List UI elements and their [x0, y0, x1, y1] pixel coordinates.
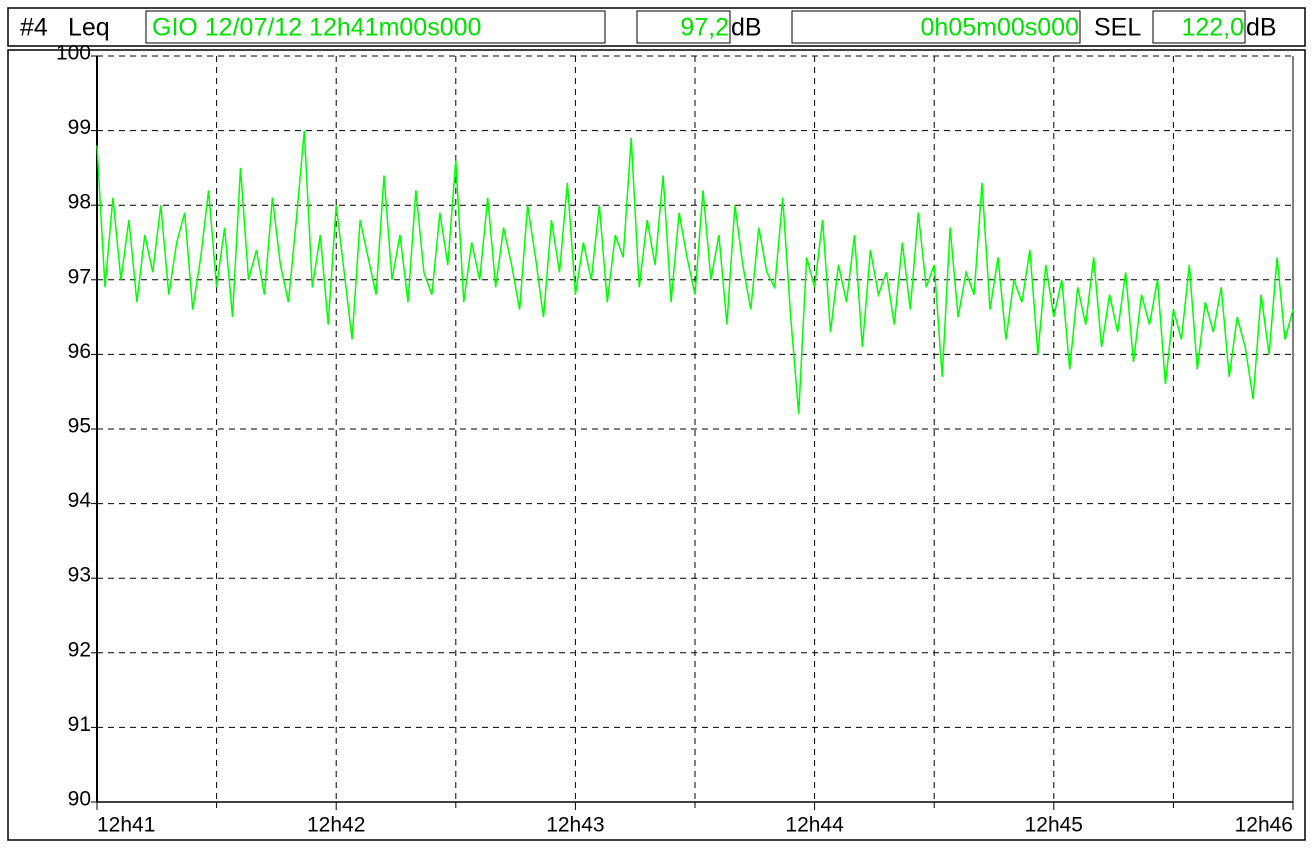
y-tick-label: 93: [68, 564, 91, 587]
x-tick-label: 12h41: [97, 814, 155, 837]
sel-value: 122,0: [1181, 14, 1244, 42]
y-tick-label: 96: [68, 340, 91, 363]
y-tick-label: 100: [56, 42, 91, 65]
leq-unit: dB: [731, 14, 762, 42]
sel-box: [1152, 10, 1246, 44]
y-tick-label: 91: [68, 713, 91, 736]
y-tick-label: 97: [68, 265, 91, 288]
x-tick-label: 12h46: [1235, 814, 1293, 837]
leq-value: 97,2: [680, 14, 729, 42]
metric: Leq: [68, 14, 110, 42]
y-tick-label: 94: [68, 489, 92, 512]
duration: 0h05m00s000: [921, 14, 1079, 42]
y-tick-label: 99: [68, 116, 91, 139]
y-tick-label: 98: [68, 191, 91, 214]
start-box: [145, 10, 606, 44]
duration-box: [791, 10, 1081, 44]
x-tick-label: 12h45: [1025, 814, 1083, 837]
y-tick-label: 90: [68, 788, 91, 811]
channel: #4: [20, 14, 48, 42]
leq-box: [636, 10, 731, 44]
y-tick-label: 95: [68, 415, 91, 438]
start-time: GIO 12/07/12 12h41m00s000: [152, 14, 481, 42]
sel-label: SEL: [1094, 14, 1141, 42]
sel-unit: dB: [1246, 14, 1277, 42]
y-tick-label: 92: [68, 638, 91, 661]
x-tick-label: 12h44: [785, 814, 844, 837]
plot-frame: [7, 49, 1306, 841]
data-line: [96, 130, 1294, 415]
x-tick-label: 12h42: [307, 814, 365, 837]
x-tick-label: 12h43: [546, 814, 604, 837]
